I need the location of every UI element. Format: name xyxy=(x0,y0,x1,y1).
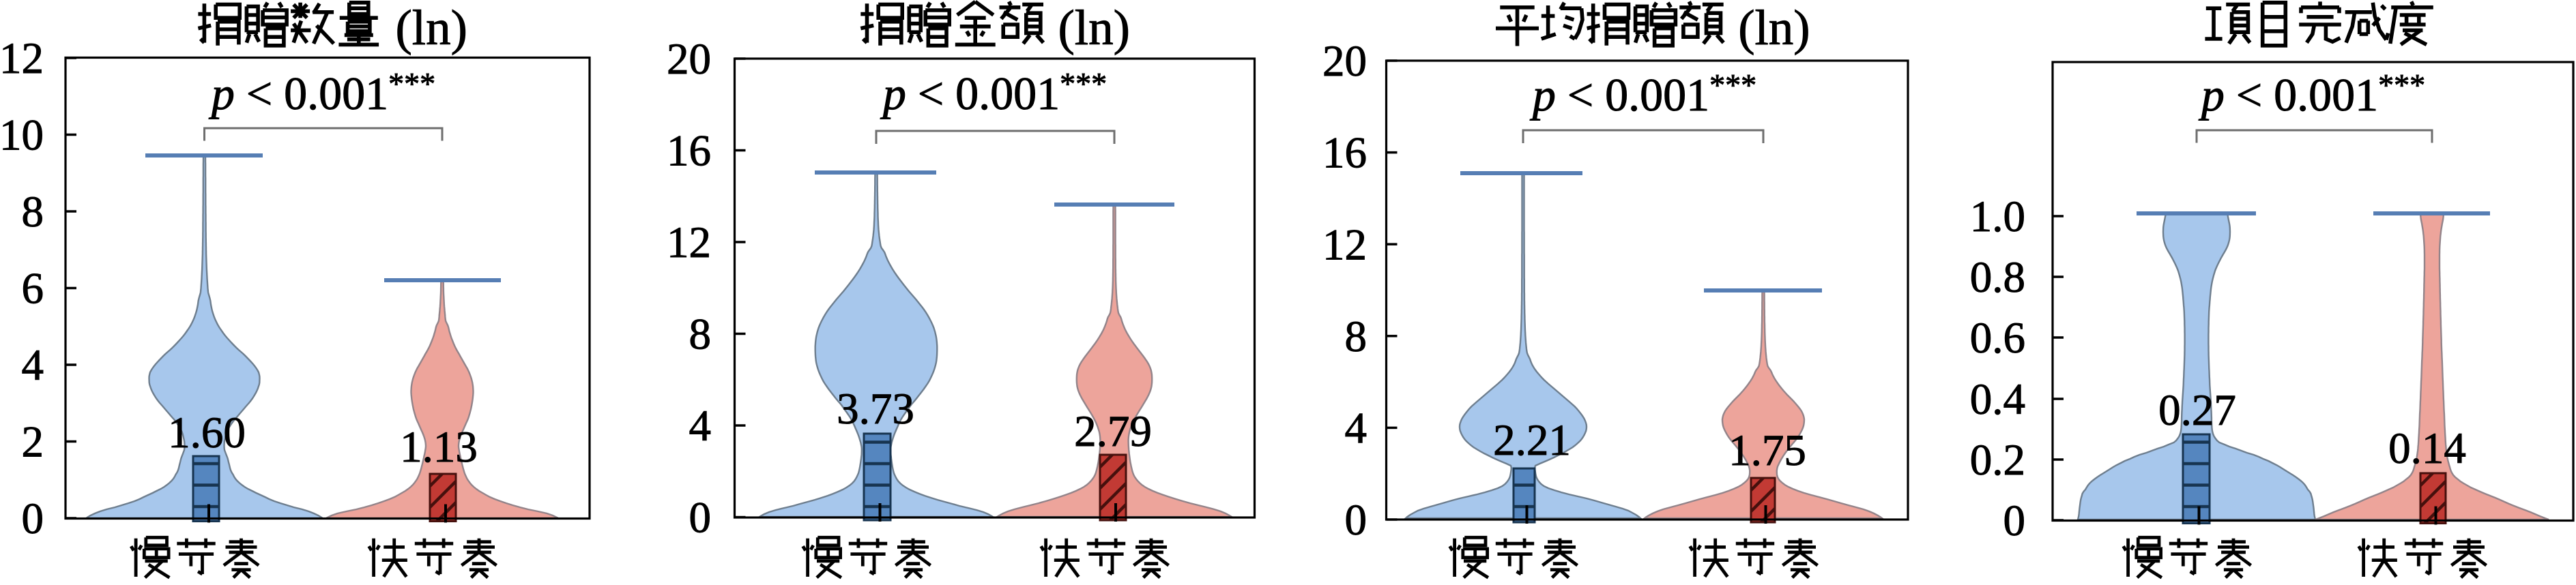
svg-text:3.73: 3.73 xyxy=(837,385,914,434)
svg-text:1.13: 1.13 xyxy=(400,423,478,472)
svg-text:4: 4 xyxy=(1345,404,1367,453)
svg-text:2.21: 2.21 xyxy=(1493,416,1571,465)
svg-text:2: 2 xyxy=(22,418,44,467)
svg-text:4: 4 xyxy=(689,402,712,451)
svg-text:2.79: 2.79 xyxy=(1074,407,1152,456)
svg-text:p < 0.001***: p < 0.001*** xyxy=(209,66,435,119)
svg-text:8: 8 xyxy=(1345,312,1367,361)
svg-text:16: 16 xyxy=(667,127,711,176)
svg-text:12: 12 xyxy=(0,34,44,83)
svg-text:8: 8 xyxy=(22,188,44,237)
svg-text:0: 0 xyxy=(22,494,44,543)
svg-text:0.8: 0.8 xyxy=(1970,253,2025,302)
svg-text:0: 0 xyxy=(2003,496,2026,545)
svg-text:6: 6 xyxy=(22,265,44,314)
svg-text:1.75: 1.75 xyxy=(1728,426,1806,475)
svg-text:p < 0.001***: p < 0.001*** xyxy=(2199,68,2425,121)
svg-text:20: 20 xyxy=(667,35,711,84)
svg-text:0.6: 0.6 xyxy=(1970,314,2025,363)
svg-text:12: 12 xyxy=(667,218,711,267)
svg-text:8: 8 xyxy=(689,310,712,359)
svg-text:(ln): (ln) xyxy=(1738,0,1810,55)
svg-text:4: 4 xyxy=(22,341,44,390)
svg-text:0: 0 xyxy=(689,494,712,543)
svg-text:10: 10 xyxy=(0,111,44,160)
svg-text:(ln): (ln) xyxy=(1058,0,1130,55)
svg-text:16: 16 xyxy=(1322,129,1367,178)
svg-text:20: 20 xyxy=(1322,37,1367,86)
svg-text:1.60: 1.60 xyxy=(168,408,246,457)
svg-text:p < 0.001***: p < 0.001*** xyxy=(1530,68,1756,121)
svg-text:0.27: 0.27 xyxy=(2158,386,2236,435)
svg-text:0.2: 0.2 xyxy=(1970,436,2025,485)
svg-text:0.4: 0.4 xyxy=(1970,375,2025,424)
svg-text:(ln): (ln) xyxy=(396,0,467,55)
svg-text:12: 12 xyxy=(1322,220,1367,269)
svg-text:1.0: 1.0 xyxy=(1970,192,2025,241)
svg-text:0.14: 0.14 xyxy=(2388,424,2466,473)
svg-text:0: 0 xyxy=(1345,496,1367,545)
